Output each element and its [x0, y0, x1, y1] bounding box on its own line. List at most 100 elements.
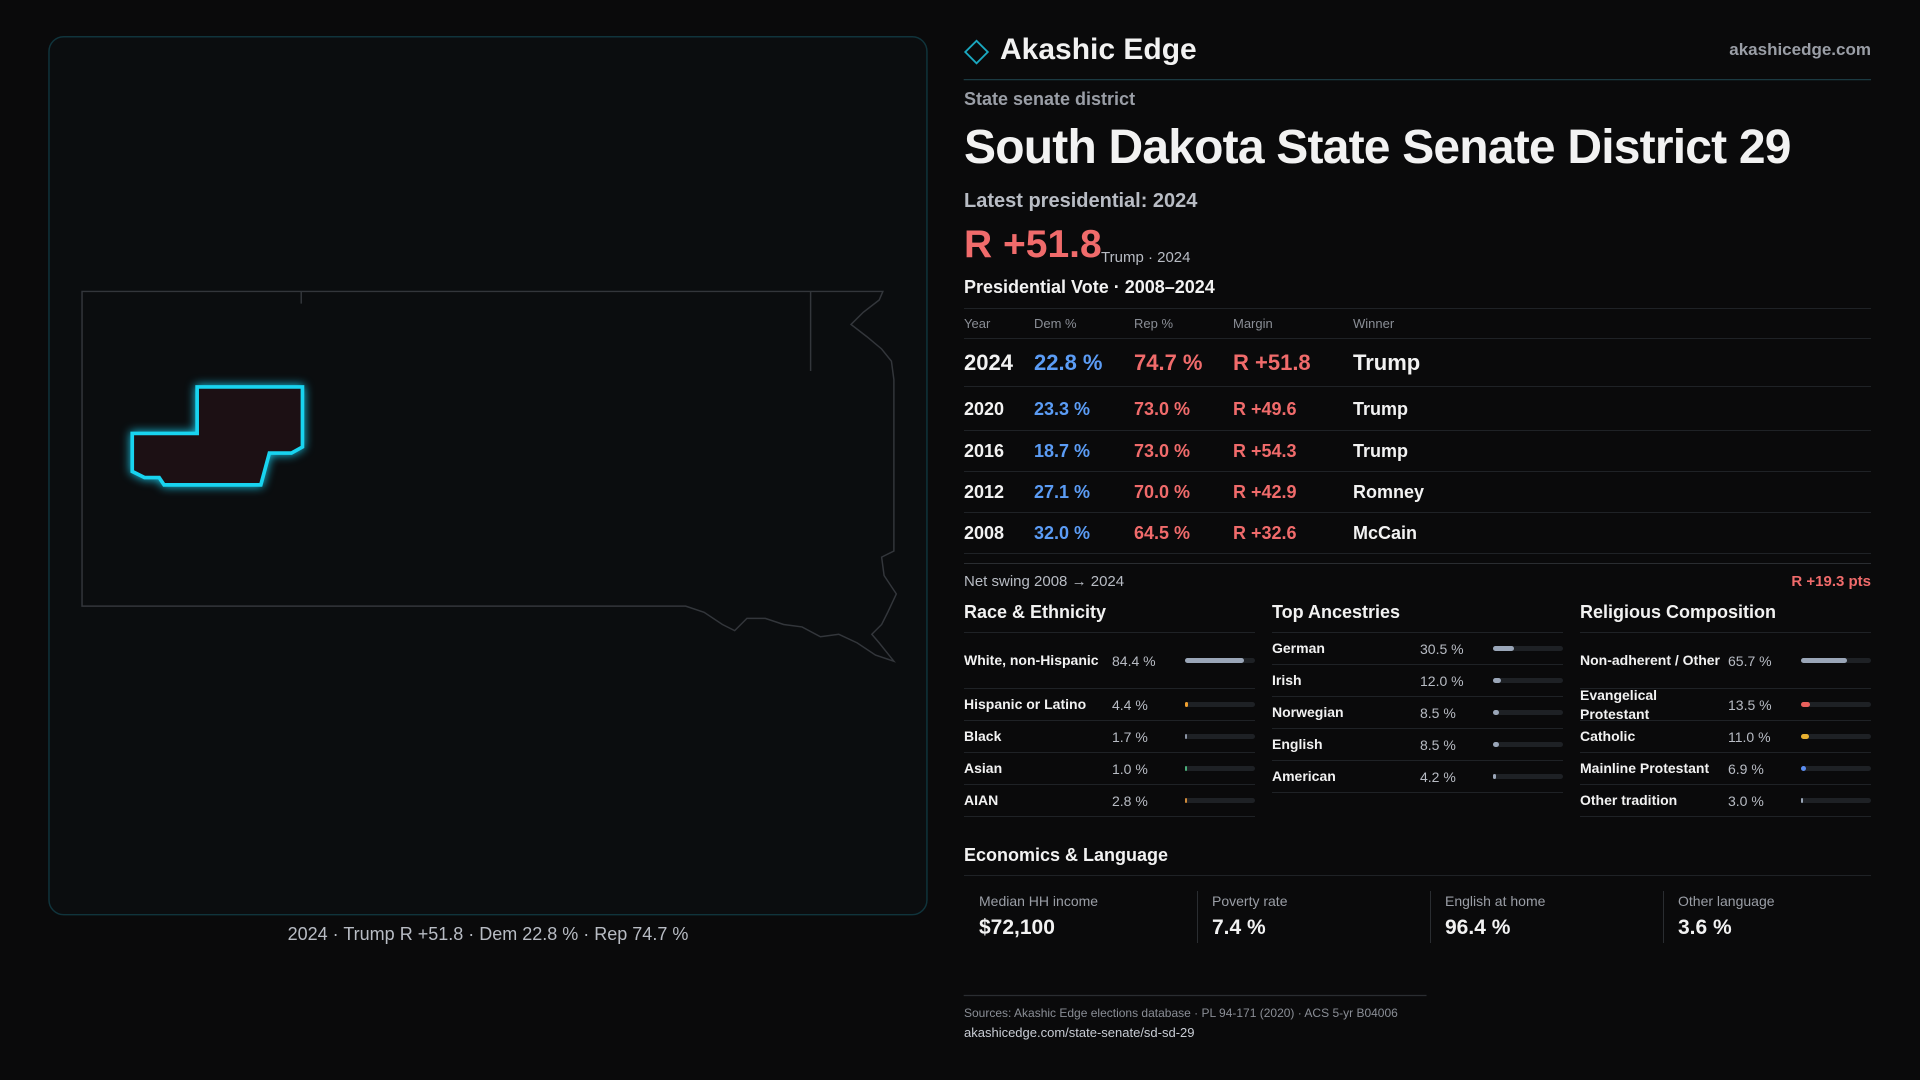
stat-label: Poverty rate	[1212, 892, 1288, 909]
breakdown-name: Evangelical Protestant	[1580, 686, 1658, 722]
column-header: Year	[964, 316, 991, 332]
bar	[1493, 742, 1499, 747]
column-header: Margin	[1233, 316, 1273, 332]
breakdown-value: 84.4 %	[1112, 652, 1156, 669]
state-outline	[81, 290, 898, 663]
table-end-rule	[964, 563, 1871, 564]
table-cell: 2020	[964, 398, 1005, 419]
stat-value: $72,100	[979, 916, 1055, 940]
sources: Sources: Akashic Edge elections database…	[964, 1005, 1398, 1020]
bar-track	[1185, 658, 1255, 663]
section-title: Race & Ethnicity	[964, 602, 1107, 623]
bar	[1185, 798, 1187, 803]
table-cell: 22.8 %	[1034, 349, 1103, 375]
breakdown-value: 8.5 %	[1420, 736, 1456, 753]
bar	[1801, 734, 1809, 739]
table-row: 2024 22.8 % 74.7 % R +51.8 Trump	[964, 339, 1871, 387]
breakdown-value: 65.7 %	[1728, 652, 1772, 669]
source-url: akashicedge.com/state-senate/sd-sd-29	[964, 1025, 1195, 1041]
stat-value: 7.4 %	[1212, 916, 1266, 940]
logo-mark	[963, 39, 990, 65]
breakdown-name: Asian	[964, 760, 1003, 776]
breakdown-row: AIAN 2.8 %	[964, 785, 1255, 817]
bar-track	[1493, 710, 1563, 715]
table-cell: Romney	[1353, 481, 1425, 502]
section-rule	[1580, 632, 1871, 633]
bar-track	[1801, 658, 1871, 663]
bar-track	[1185, 766, 1255, 771]
stat-label: Other language	[1678, 892, 1775, 909]
breakdown-value: 1.0 %	[1112, 760, 1148, 777]
column-header: Rep %	[1134, 316, 1174, 332]
bar-track	[1185, 798, 1255, 803]
breakdown-row: Norwegian 8.5 %	[1272, 697, 1563, 729]
breakdown-row: White, non-Hispanic 84.4 %	[964, 633, 1255, 689]
bar	[1801, 658, 1847, 663]
map-caption: 2024 · Trump R +51.8 · Dem 22.8 % · Rep …	[287, 924, 689, 945]
table-cell: R +54.3	[1233, 440, 1297, 461]
table-cell: R +49.6	[1233, 398, 1297, 419]
bar-track	[1185, 734, 1255, 739]
breakdown-value: 30.5 %	[1420, 640, 1464, 657]
bar-track	[1801, 798, 1871, 803]
swing-label: Net swing 2008 → 2024	[964, 573, 1125, 590]
breakdown-name: American	[1272, 768, 1336, 784]
breakdown-value: 4.2 %	[1420, 768, 1456, 785]
table-cell: McCain	[1353, 522, 1418, 543]
table-cell: R +51.8	[1233, 349, 1311, 375]
bar-track	[1801, 702, 1871, 707]
stat-box	[1197, 891, 1430, 943]
table-cell: Trump	[1353, 349, 1421, 375]
margin: R +51.8	[964, 222, 1102, 266]
breakdown-value: 6.9 %	[1728, 760, 1764, 777]
table-title: Presidential Vote · 2008–2024	[964, 277, 1215, 298]
breakdown-value: 3.0 %	[1728, 792, 1764, 809]
stat-value: 3.6 %	[1678, 916, 1732, 940]
district-shape	[130, 385, 305, 487]
breakdown-row: German 30.5 %	[1272, 633, 1563, 665]
breakdown-name: Black	[964, 728, 1002, 744]
stat-label: Median HH income	[979, 892, 1099, 909]
table-cell: 70.0 %	[1134, 481, 1191, 502]
breakdown-row: English 8.5 %	[1272, 729, 1563, 761]
margin-note: Trump · 2024	[1101, 249, 1191, 266]
table-cell: 32.0 %	[1034, 522, 1091, 543]
breakdown-value: 12.0 %	[1420, 672, 1464, 689]
breakdown-value: 2.8 %	[1112, 792, 1148, 809]
breakdown-name: Hispanic or Latino	[964, 696, 1087, 712]
bar	[1185, 766, 1187, 771]
breakdown-row: Evangelical Protestant 13.5 %	[1580, 686, 1871, 722]
breakdown-name: Other tradition	[1580, 792, 1678, 808]
table-cell: 27.1 %	[1034, 481, 1091, 502]
breakdown-name: Catholic	[1580, 728, 1636, 744]
breakdown-row: Other tradition 3.0 %	[1580, 785, 1871, 817]
breakdown-row: Hispanic or Latino 4.4 %	[964, 689, 1255, 721]
section-title: Top Ancestries	[1272, 602, 1401, 623]
breakdown-row: Mainline Protestant 6.9 %	[1580, 753, 1871, 785]
bar	[1185, 702, 1189, 707]
table-cell: Trump	[1353, 398, 1409, 419]
stat-box	[1663, 891, 1896, 943]
table-cell: 2024	[964, 349, 1013, 375]
breakdown-name: White, non-Hispanic	[964, 652, 1099, 668]
bar	[1493, 710, 1499, 715]
breakdown-row: Black 1.7 %	[964, 721, 1255, 753]
bar	[1801, 702, 1811, 707]
bar-track	[1801, 734, 1871, 739]
breakdown-name: English	[1272, 736, 1323, 752]
latest-label: Latest presidential: 2024	[964, 190, 1198, 212]
table-cell: 23.3 %	[1034, 398, 1091, 419]
breakdown-value: 13.5 %	[1728, 696, 1772, 713]
table-cell: R +32.6	[1233, 522, 1297, 543]
bar-track	[1493, 678, 1563, 683]
bar	[1493, 678, 1502, 683]
stat-label: English at home	[1445, 892, 1546, 909]
breakdown-name: Norwegian	[1272, 704, 1344, 720]
section-rule	[1272, 632, 1563, 633]
column-header: Dem %	[1034, 316, 1077, 332]
bar-track	[1801, 766, 1871, 771]
table-row: 2016 18.7 % 73.0 % R +54.3 Trump	[964, 431, 1871, 472]
site: akashicedge.com	[1729, 39, 1871, 59]
breakdown-value: 11.0 %	[1728, 728, 1771, 745]
